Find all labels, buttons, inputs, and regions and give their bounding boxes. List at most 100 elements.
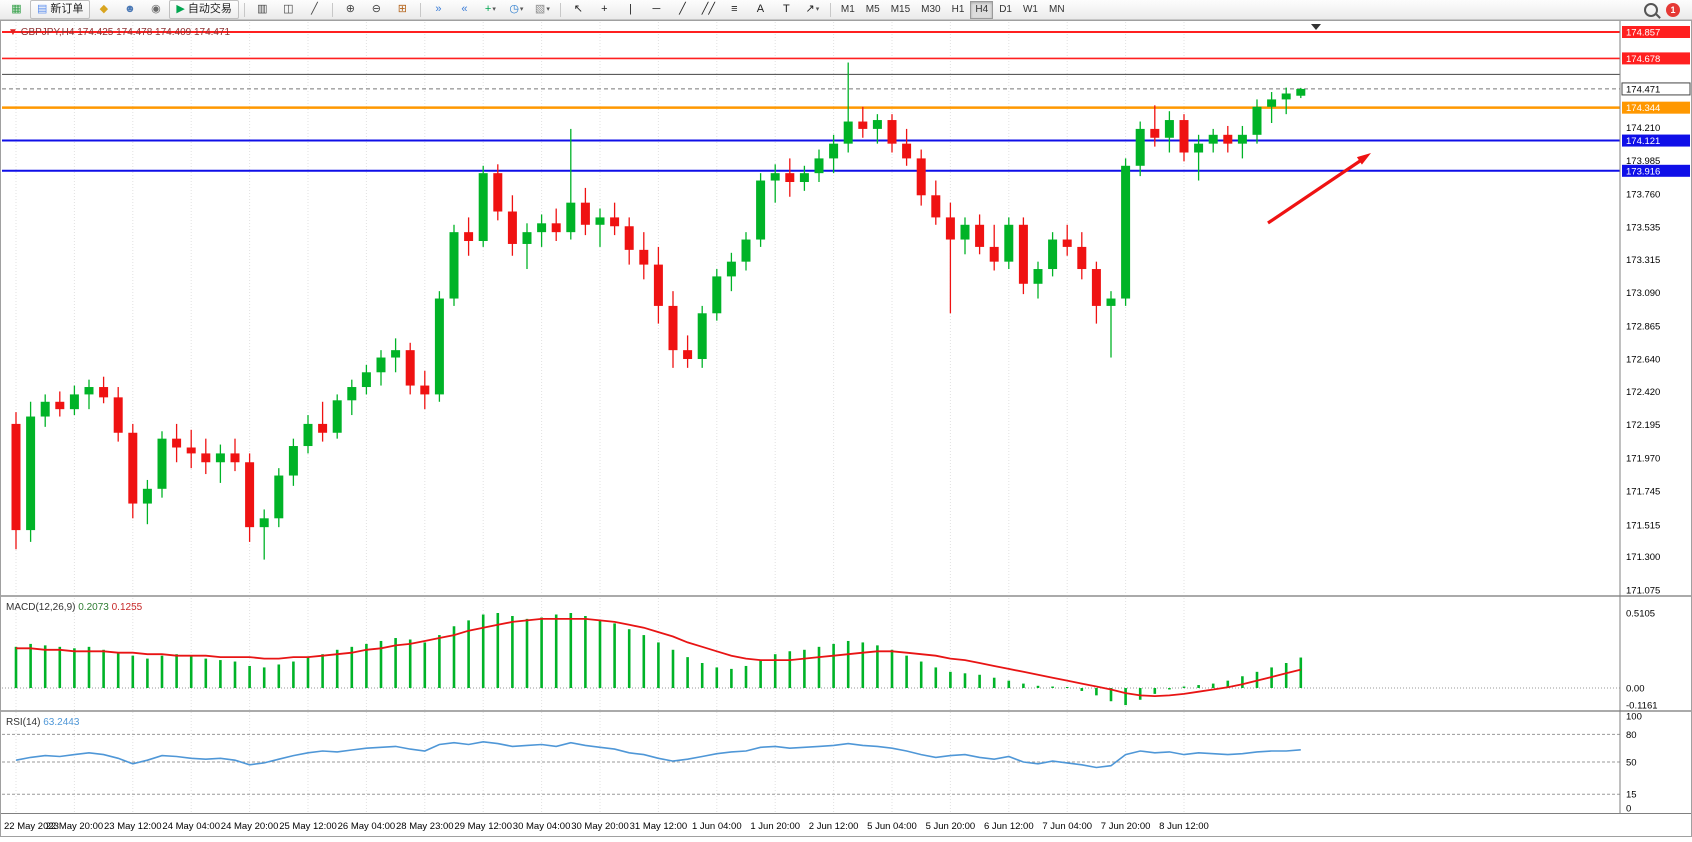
price-tick-label: 172.865 — [1626, 321, 1660, 332]
timeframe-h4[interactable]: H4 — [970, 0, 994, 19]
new-order-button[interactable]: ▤ 新订单 — [30, 0, 91, 19]
cursor-icon[interactable]: ↖ — [566, 0, 591, 19]
styler-icon[interactable]: ◆ — [91, 0, 116, 19]
candle-body — [332, 400, 342, 433]
candle-body — [1150, 128, 1160, 138]
candle-body — [814, 158, 824, 174]
text-label-icon: T — [783, 3, 790, 15]
red-hline-2-tag-text: 174.678 — [1626, 54, 1660, 65]
candle-body — [639, 249, 649, 265]
horizontal-lines — [2, 31, 1620, 172]
periods-icon[interactable]: ◷ ▾ — [504, 0, 529, 19]
price-tick-label: 171.300 — [1626, 552, 1660, 563]
candle-body — [507, 211, 517, 244]
price-tick-label: 172.195 — [1626, 420, 1660, 431]
candle-body — [595, 217, 605, 225]
timeframe-m5[interactable]: M5 — [865, 4, 880, 15]
arrows-icon[interactable]: ↗ ▾ — [800, 0, 825, 19]
styler-icon: ◆ — [99, 3, 109, 15]
price-tick-label: 173.760 — [1626, 189, 1660, 200]
panel-divider-rsi[interactable] — [0, 710, 1692, 712]
candlestick-chart-icon[interactable]: ◫ — [276, 0, 301, 19]
candle-body — [347, 387, 357, 401]
fibonacci-icon[interactable]: ≡ — [722, 0, 747, 19]
red-hline-2-tag-box — [1622, 52, 1690, 65]
auto-scroll-icon[interactable]: » — [426, 0, 451, 19]
tile-windows-icon: ⊞ — [397, 3, 407, 15]
crosshair-icon[interactable]: + — [592, 0, 617, 19]
text-icon[interactable]: A — [748, 0, 773, 19]
time-tick-label: 28 May 23:00 — [396, 821, 454, 832]
trendline-icon[interactable]: ╱ — [670, 0, 695, 19]
candle-body — [1267, 99, 1277, 107]
vertical-line-icon[interactable]: | — [618, 0, 643, 19]
auto-trading-button[interactable]: ▶ 自动交易 — [169, 0, 239, 19]
chart-window: 174.210 173.985 173.760 173.535 173.315 173.0… — [0, 20, 1692, 837]
indicators-icon[interactable]: + ▾ — [478, 0, 503, 19]
orange-hline-tag-text: 174.344 — [1626, 103, 1660, 114]
red-arrow-annotation[interactable] — [1267, 153, 1371, 225]
arrow-head — [1356, 153, 1371, 165]
market-icon[interactable]: ◉ — [143, 0, 168, 19]
search-icon[interactable] — [1644, 2, 1658, 17]
new-order-button-label: 新订单 — [50, 3, 84, 15]
bar-chart-icon: ▥ — [257, 3, 268, 15]
timeframe-mn[interactable]: MN — [1048, 4, 1065, 15]
panel-divider-macd[interactable] — [0, 595, 1692, 597]
candle-body — [493, 173, 503, 212]
zoom-out-icon[interactable]: ⊖ — [364, 0, 389, 19]
candle-body — [843, 121, 853, 144]
candle-body — [434, 298, 444, 395]
time-tick-label: 5 Jun 04:00 — [867, 821, 917, 832]
toolbar-separator — [243, 2, 245, 17]
candle-body — [1223, 134, 1233, 144]
timeframe-m30[interactable]: M30 — [921, 4, 941, 15]
candle-body — [478, 173, 488, 242]
time-tick-label: 8 Jun 12:00 — [1159, 821, 1209, 832]
current-price-tag-box — [1621, 82, 1691, 96]
candle-body — [1237, 134, 1247, 144]
timeframe-w1[interactable]: W1 — [1022, 4, 1038, 15]
price-tick-label: 172.420 — [1626, 387, 1660, 398]
candle-body — [1121, 165, 1131, 299]
line-chart-icon[interactable]: ╱ — [302, 0, 327, 19]
symbol-label: ▼ GBPJPY,H4 174.425 174.478 174.409 174.… — [8, 27, 231, 38]
macd-tick-label: 0.00 — [1626, 684, 1645, 695]
templates-icon[interactable]: ▧ ▾ — [530, 0, 555, 19]
chart-shift-icon[interactable]: « — [452, 0, 477, 19]
profile-icon[interactable]: ☻ — [117, 0, 142, 19]
blue-hline-2-tag-text: 173.916 — [1626, 166, 1660, 177]
time-tick-label: 22 May 2023 — [4, 821, 59, 832]
templates-icon: ▧ — [534, 3, 546, 15]
zoom-in-icon[interactable]: ⊕ — [338, 0, 363, 19]
bar-chart-icon[interactable]: ▥ — [250, 0, 275, 19]
timeframe-m15[interactable]: M15 — [890, 4, 911, 15]
chevron-down-icon: ▾ — [815, 6, 820, 13]
new-chart-icon[interactable]: ▦ — [4, 0, 29, 19]
notification-badge[interactable]: 1 — [1666, 2, 1680, 17]
arrow-shaft — [1267, 159, 1361, 225]
text-icon: A — [756, 3, 765, 15]
tile-windows-icon[interactable]: ⊞ — [390, 0, 415, 19]
candle-body — [186, 447, 196, 454]
timeframe-m1[interactable]: M1 — [840, 4, 855, 15]
rsi-tick-label: 0 — [1626, 804, 1631, 815]
time-tick-label: 7 Jun 20:00 — [1101, 821, 1151, 832]
price-axis: 174.210 173.985 173.760 173.535 173.315 173.0… — [1626, 123, 1660, 815]
candle-body — [420, 385, 430, 395]
price-shift-marker[interactable] — [1311, 24, 1321, 30]
candle-body — [1194, 143, 1204, 153]
timeframe-d1[interactable]: D1 — [999, 4, 1012, 15]
horizontal-line-icon[interactable]: ─ — [644, 0, 669, 19]
candle-body — [770, 173, 780, 181]
text-label-icon[interactable]: T — [774, 0, 799, 19]
time-tick-label: 30 May 20:00 — [571, 821, 629, 832]
timeframe-h1[interactable]: H1 — [951, 4, 965, 15]
candle-body — [84, 387, 94, 395]
channel-icon[interactable]: ╱╱ — [696, 0, 721, 19]
candle-body — [960, 224, 970, 240]
candle-body — [99, 387, 109, 398]
chart-canvas[interactable]: 174.210 173.985 173.760 173.535 173.315 173.0… — [0, 20, 1692, 837]
candle-body — [916, 158, 926, 196]
toolbar-separator — [331, 2, 333, 17]
